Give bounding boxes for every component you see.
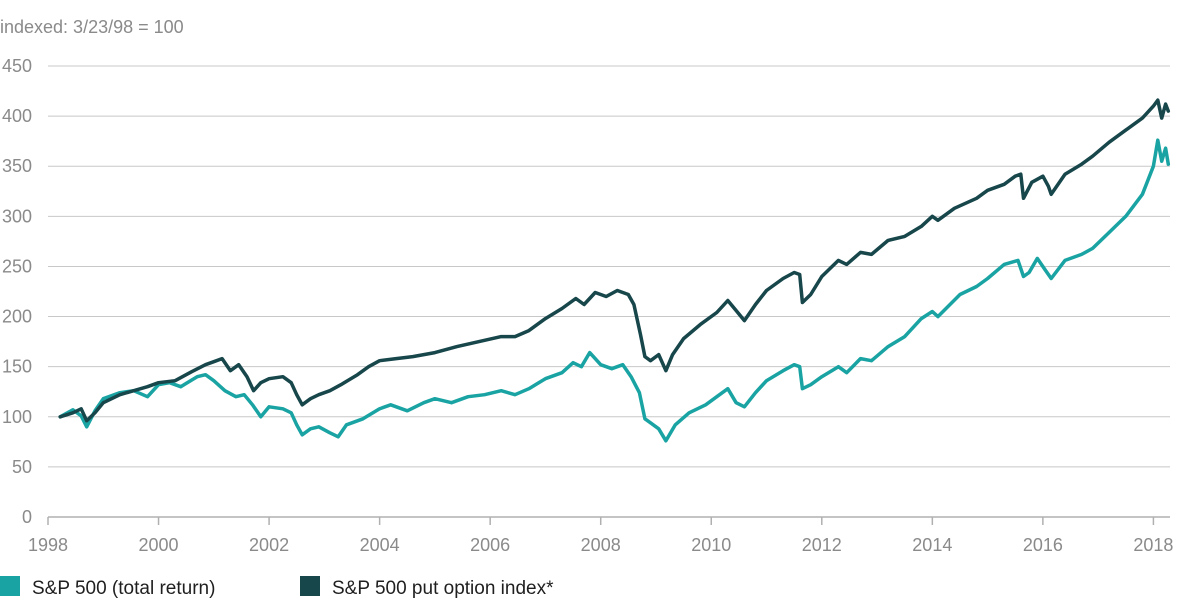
x-tick-label: 2012 bbox=[802, 535, 842, 555]
y-tick-label: 50 bbox=[12, 457, 32, 477]
series-line-0 bbox=[58, 138, 1171, 443]
y-tick-label: 0 bbox=[22, 507, 32, 527]
legend-swatch-1 bbox=[300, 576, 320, 596]
y-tick-label: 100 bbox=[2, 407, 32, 427]
axes: 0 50 100 150 200 250 300 350 400 450 1998 2000 2002 2… bbox=[2, 56, 1173, 555]
legend-label-1: S&P 500 put option index* bbox=[332, 578, 554, 599]
x-tick-label: 2004 bbox=[360, 535, 400, 555]
legend-swatch-0 bbox=[0, 576, 20, 596]
x-tick-label: 2006 bbox=[470, 535, 510, 555]
series-layer bbox=[58, 98, 1171, 443]
y-tick-label: 450 bbox=[2, 56, 32, 76]
x-tick-label: 2014 bbox=[912, 535, 952, 555]
x-tick-label: 2008 bbox=[581, 535, 621, 555]
y-tick-label: 200 bbox=[2, 307, 32, 327]
chart-subtitle: indexed: 3/23/98 = 100 bbox=[0, 17, 184, 37]
y-tick-label: 250 bbox=[2, 256, 32, 276]
series-line-1 bbox=[58, 98, 1171, 423]
x-tick-label: 2016 bbox=[1023, 535, 1063, 555]
y-tick-label: 400 bbox=[2, 106, 32, 126]
y-tick-label: 300 bbox=[2, 206, 32, 226]
x-tick-label: 2000 bbox=[139, 535, 179, 555]
y-tick-label: 350 bbox=[2, 156, 32, 176]
legend-label-0: S&P 500 (total return) bbox=[32, 578, 215, 599]
y-tick-label: 150 bbox=[2, 357, 32, 377]
x-tick-label: 2018 bbox=[1133, 535, 1173, 555]
x-tick-label: 2010 bbox=[691, 535, 731, 555]
legend: S&P 500 (total return) S&P 500 put option… bbox=[0, 576, 554, 599]
x-tick-label: 2002 bbox=[249, 535, 289, 555]
x-tick-label: 1998 bbox=[28, 535, 68, 555]
